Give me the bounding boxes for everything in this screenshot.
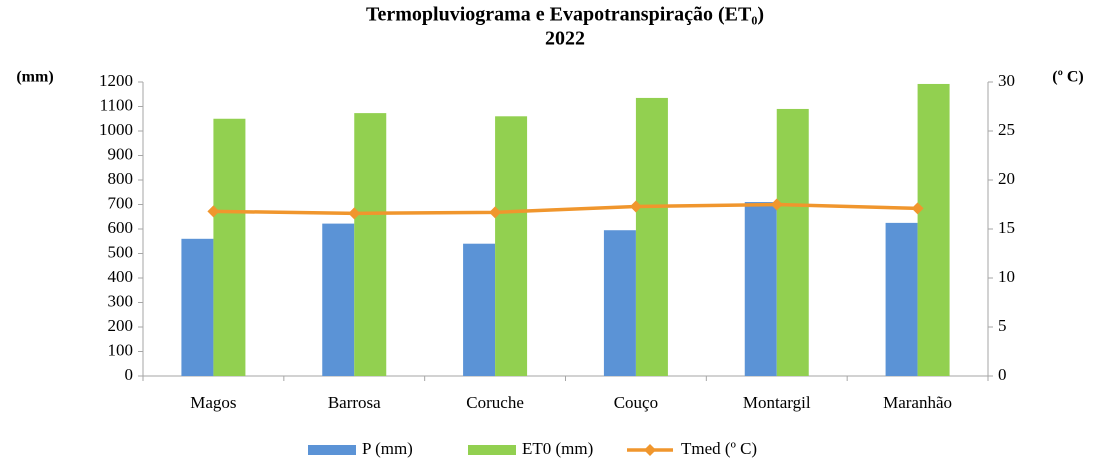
y-tick-label: 800 <box>108 169 134 188</box>
marker <box>207 205 220 218</box>
legend-label: Tmed (º C) <box>681 439 757 458</box>
y2-tick-label: 5 <box>998 316 1007 335</box>
y-tick-label: 100 <box>108 340 134 359</box>
chart-subtitle: 2022 <box>545 28 585 50</box>
x-tick-label: Maranhão <box>883 393 952 412</box>
bar <box>463 243 496 376</box>
line <box>213 202 918 216</box>
bar <box>776 108 809 376</box>
y2-axis-label: (º C) <box>1052 69 1084 86</box>
y2-tick-label: 20 <box>998 169 1015 188</box>
y-tick-label: 200 <box>108 316 134 335</box>
marker <box>348 207 361 220</box>
legend-marker <box>644 444 656 456</box>
legend-label: P (mm) <box>362 439 413 458</box>
y-axis-label: (mm) <box>16 69 53 86</box>
y-tick-label: 300 <box>108 291 134 310</box>
y-tick-label: 0 <box>125 365 134 384</box>
bar <box>603 230 636 376</box>
bar <box>917 83 950 377</box>
bar <box>744 202 777 376</box>
y2-tick-label: 15 <box>998 218 1015 237</box>
x-tick-label: Barrosa <box>328 393 381 412</box>
x-tick-label: Couço <box>614 393 658 412</box>
y-tick-label: 900 <box>108 144 134 163</box>
bar <box>885 222 918 376</box>
y-tick-label: 1100 <box>100 95 133 114</box>
bar <box>181 238 214 376</box>
y-tick-label: 700 <box>108 193 134 212</box>
y-tick-label: 500 <box>108 242 134 261</box>
y2-tick-label: 30 <box>998 71 1015 90</box>
marker <box>911 202 924 215</box>
y2-tick-label: 25 <box>998 120 1015 139</box>
y2-tick-label: 0 <box>998 365 1007 384</box>
bar <box>322 223 355 376</box>
y-tick-label: 1200 <box>99 71 133 90</box>
y2-tick-label: 10 <box>998 267 1015 286</box>
marker <box>489 206 502 219</box>
x-tick-label: Magos <box>190 393 236 412</box>
x-tick-label: Montargil <box>743 393 811 412</box>
marker <box>770 198 783 211</box>
y-tick-label: 600 <box>108 218 134 237</box>
y-tick-label: 1000 <box>99 120 133 139</box>
bar <box>495 116 528 377</box>
x-tick-label: Coruche <box>466 393 524 412</box>
y-tick-label: 400 <box>108 267 134 286</box>
bar <box>354 113 387 377</box>
legend-swatch <box>468 445 516 455</box>
chart-title: Termopluviograma e Evapotranspiração (ET… <box>366 4 764 26</box>
bar <box>213 118 246 376</box>
marker <box>629 200 642 213</box>
legend-swatch <box>308 445 356 455</box>
bar <box>635 97 668 377</box>
legend-label: ET0 (mm) <box>522 439 593 458</box>
